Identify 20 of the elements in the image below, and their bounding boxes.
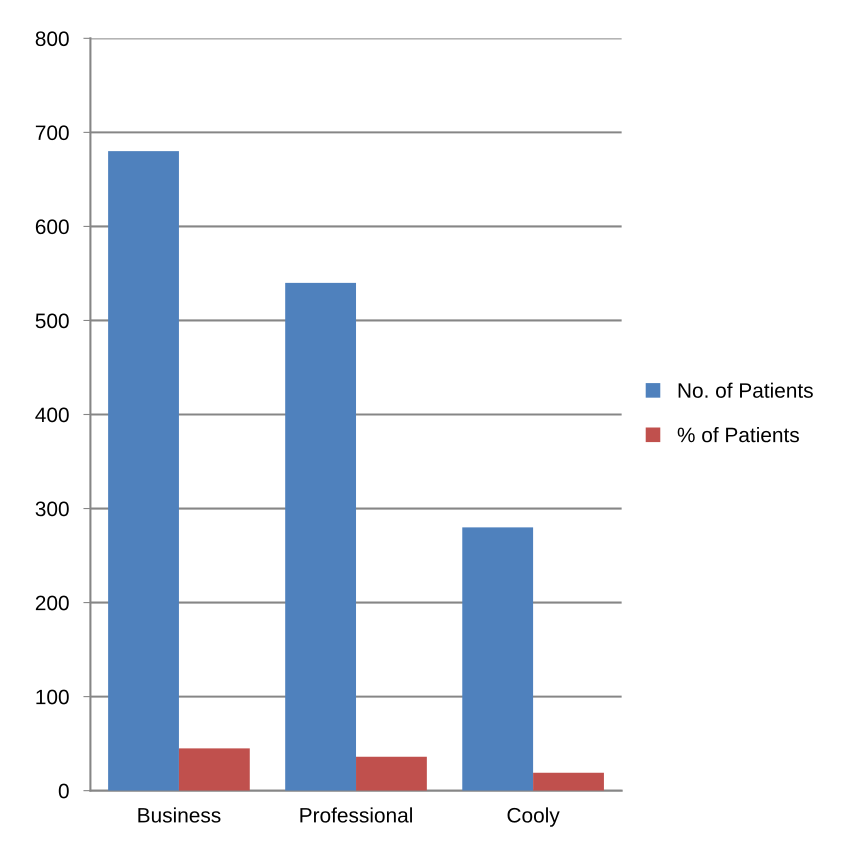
y-tick-label: 300 (36, 502, 69, 516)
y-tick-label: 0 (58, 784, 69, 798)
bar (178, 748, 250, 791)
x-tick-label: Business (138, 807, 220, 823)
y-tick-label: 600 (36, 219, 69, 234)
y-tick-label: 400 (35, 408, 69, 422)
y-tick-label: 500 (36, 313, 69, 328)
y-tick-label: 200 (36, 596, 69, 610)
legend-label: % of Patients (678, 427, 799, 442)
y-tick-label: 100 (36, 690, 69, 704)
bar (285, 282, 356, 791)
bar (108, 151, 179, 791)
bar (533, 772, 604, 791)
x-tick-label: Cooly (508, 807, 560, 827)
y-tick-label: 700 (36, 125, 69, 140)
x-tick-label: Professional (300, 807, 412, 823)
legend-label: No. of Patients (678, 382, 813, 398)
y-tick-label: 800 (36, 31, 69, 46)
bar (462, 527, 534, 791)
bar (356, 756, 427, 791)
